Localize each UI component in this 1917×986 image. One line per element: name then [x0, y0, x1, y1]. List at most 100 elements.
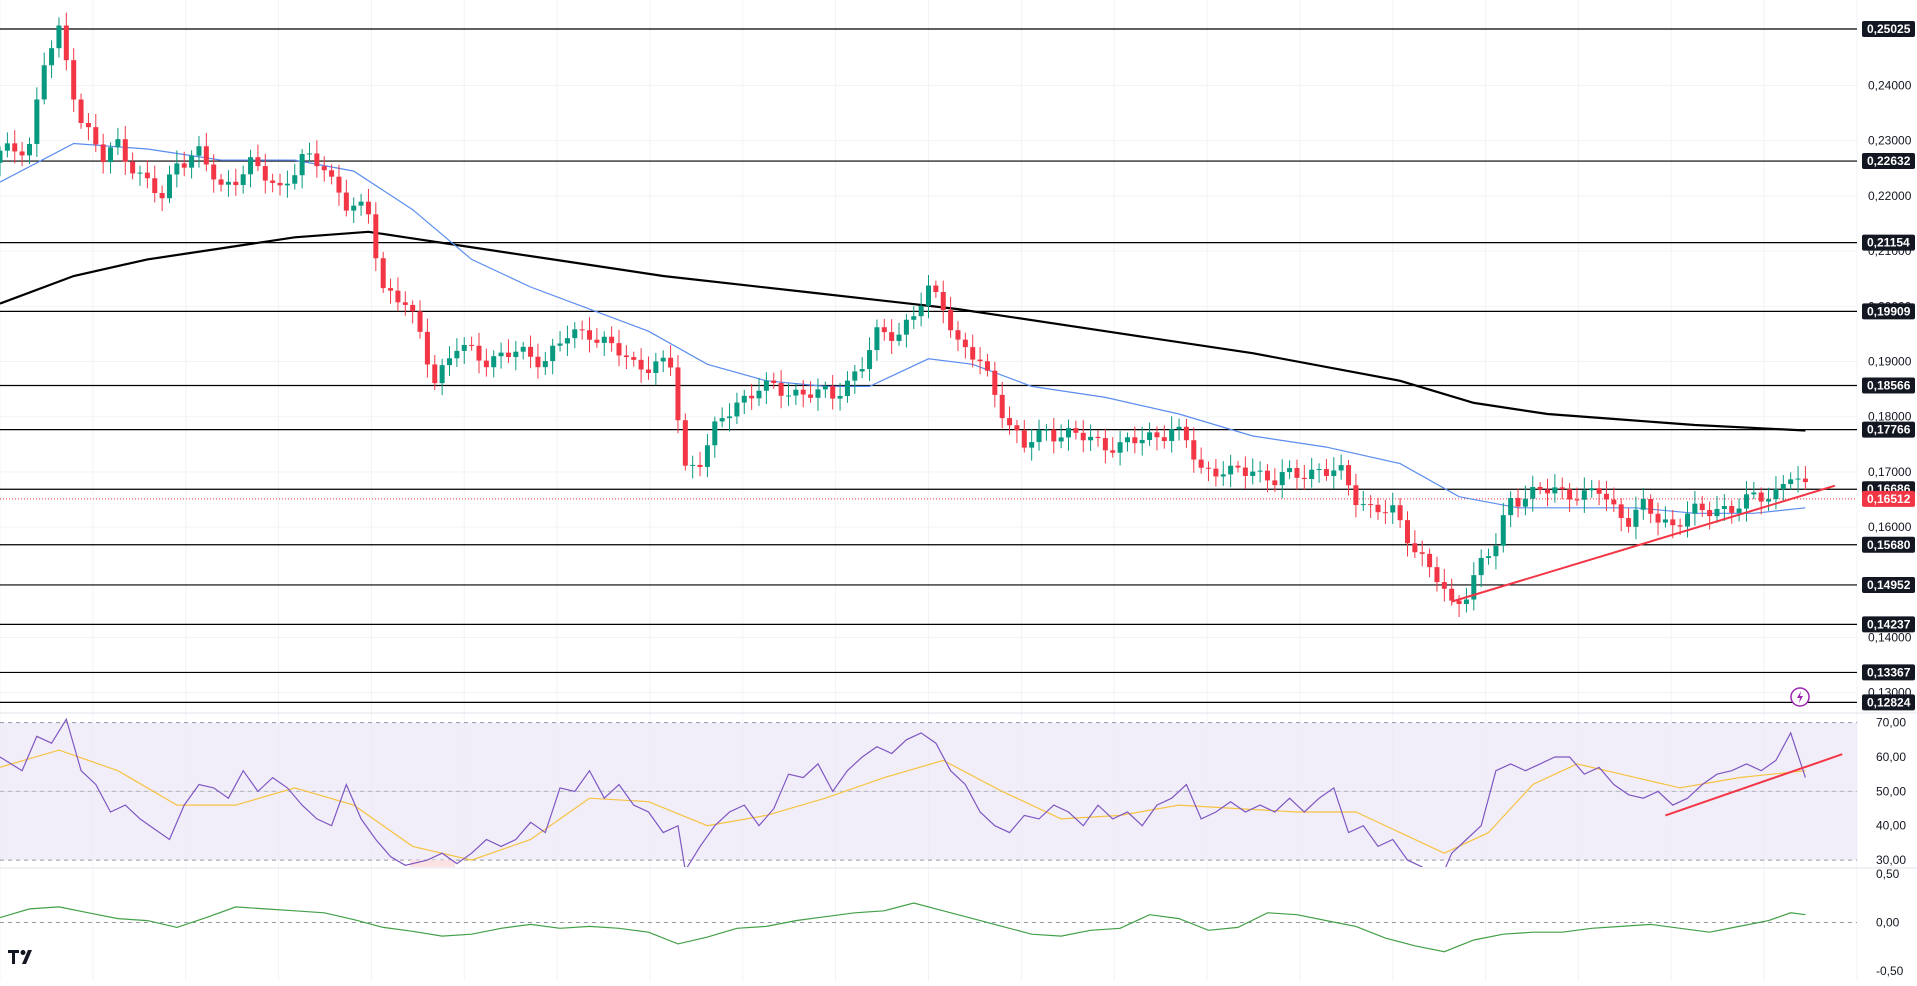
price-level-badge	[1862, 303, 1915, 320]
candle-down	[587, 330, 593, 340]
candle-up	[712, 421, 718, 446]
candle-up	[26, 143, 32, 156]
candle-down	[277, 182, 283, 186]
candle-down	[1235, 465, 1241, 468]
candle-up	[1463, 599, 1469, 604]
candle-up	[1287, 468, 1293, 473]
candle-down	[1021, 430, 1027, 448]
price-axis-tick: 0,23000	[1868, 134, 1912, 148]
candle-up	[1552, 487, 1558, 494]
candle-down	[528, 346, 534, 357]
candle-up	[1043, 429, 1049, 431]
candle-up	[719, 418, 725, 422]
candle-down	[78, 99, 84, 124]
price-axis-tick: 0,22000	[1868, 189, 1912, 203]
candle-down	[1515, 497, 1521, 507]
candle-down	[1346, 465, 1352, 486]
candle-up	[1309, 469, 1315, 480]
candle-up	[1176, 426, 1182, 430]
candle-down	[336, 176, 342, 193]
candle-up	[1250, 471, 1256, 476]
candle-up	[1766, 499, 1772, 502]
candle-up	[34, 99, 40, 144]
candle-down	[1758, 492, 1764, 502]
candle-down	[130, 161, 136, 174]
candle-down	[395, 290, 401, 303]
candle-up	[1773, 489, 1779, 500]
candle-down	[778, 383, 784, 396]
candle-up	[741, 395, 747, 403]
candle-down	[1603, 493, 1609, 500]
candle-up	[513, 351, 519, 358]
candle-down	[1294, 468, 1300, 478]
candle-up	[447, 358, 453, 366]
candle-down	[881, 327, 887, 333]
candle-up	[439, 365, 445, 384]
candle-up	[1471, 575, 1477, 600]
candle-up	[240, 174, 246, 186]
candle-down	[476, 345, 482, 361]
candle-down	[329, 170, 335, 177]
candle-down	[1802, 478, 1808, 483]
candle-down	[962, 339, 968, 348]
rsi-line	[0, 717, 1806, 867]
candle-up	[454, 350, 460, 359]
price-level-label: 0,25025	[1867, 22, 1911, 36]
candle-down	[1375, 504, 1381, 513]
candle-down	[410, 304, 416, 312]
candle-up	[815, 389, 821, 398]
candle-down	[1206, 467, 1212, 469]
candle-down	[1198, 459, 1204, 468]
candle-up	[1117, 442, 1123, 453]
candle-up	[1169, 429, 1175, 442]
candle-down	[1434, 567, 1440, 583]
candle-down	[940, 292, 946, 311]
candle-up	[174, 163, 180, 175]
candle-down	[594, 339, 600, 343]
candle-down	[343, 192, 349, 211]
candle-up	[1390, 505, 1396, 513]
candle-down	[1596, 488, 1602, 494]
candle-down	[1648, 498, 1654, 514]
tradingview-logo-icon[interactable]	[8, 950, 38, 964]
candle-up	[1478, 557, 1484, 576]
candle-up	[1780, 484, 1786, 490]
price-level-label: 0,21154	[1867, 236, 1910, 250]
candle-down	[749, 395, 755, 399]
candle-down	[314, 153, 320, 167]
candle-down	[1611, 499, 1617, 505]
candle-up	[1530, 486, 1536, 499]
candle-up	[564, 338, 570, 344]
rsi-axis-tick: 70,00	[1876, 716, 1906, 730]
candle-up	[1228, 465, 1234, 475]
candle-up	[137, 172, 143, 174]
candle-down	[1213, 468, 1219, 477]
price-level-badge	[1862, 536, 1915, 553]
price-level-badge	[1862, 576, 1915, 593]
candle-up	[225, 181, 231, 185]
candle-down	[830, 386, 836, 399]
current-price-badge	[1862, 490, 1915, 507]
candle-up	[1685, 513, 1691, 527]
candle-up	[358, 201, 364, 206]
candle-up	[1522, 498, 1528, 507]
candle-up	[1036, 429, 1042, 443]
candle-up	[1500, 515, 1506, 546]
price-level-label: 0,13367	[1867, 665, 1911, 679]
candle-down	[668, 357, 674, 368]
candle-up	[1721, 506, 1727, 509]
candle-down	[579, 329, 585, 331]
candle-down	[970, 347, 976, 360]
candle-up	[1633, 509, 1639, 527]
candle-down	[1095, 436, 1101, 439]
price-axis-tick: 0,18000	[1868, 410, 1912, 424]
candle-up	[1589, 488, 1595, 491]
candle-down	[992, 370, 998, 395]
candle-down	[1537, 486, 1543, 490]
candle-down	[417, 311, 423, 332]
price-level-label: 0,12824	[1867, 695, 1911, 709]
candle-down	[800, 389, 806, 395]
candle-down	[1449, 588, 1455, 601]
